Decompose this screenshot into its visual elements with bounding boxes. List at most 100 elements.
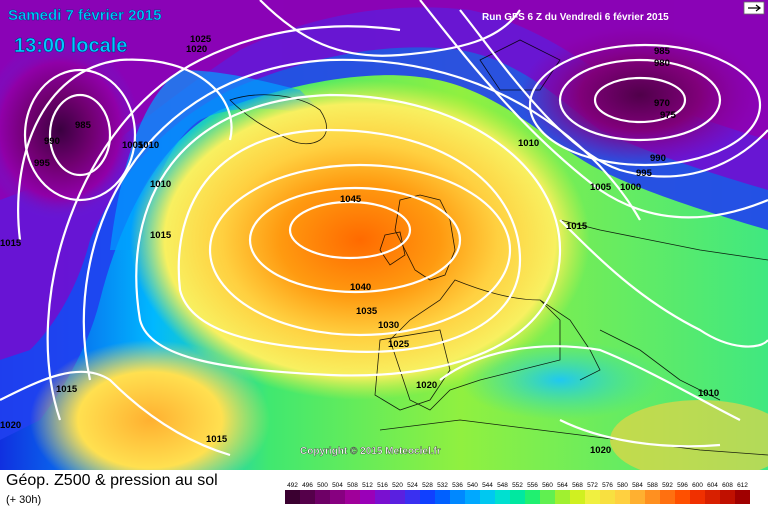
legend-swatch xyxy=(615,490,630,504)
legend-tick-label: 524 xyxy=(407,482,418,489)
legend-tick-label: 600 xyxy=(692,482,703,489)
map-title: Géop. Z500 & pression au sol xyxy=(6,472,218,489)
legend-tick-label: 528 xyxy=(422,482,433,489)
legend-swatch xyxy=(450,490,465,504)
isobar-label: 1015 xyxy=(56,384,78,395)
legend-tick-label: 540 xyxy=(467,482,478,489)
isobar-label: 1030 xyxy=(378,320,399,331)
legend-tick-label: 492 xyxy=(287,482,298,489)
legend-swatch xyxy=(285,490,300,504)
legend-tick-label: 504 xyxy=(332,482,343,489)
isobar-label: 1005 xyxy=(590,182,612,193)
legend-tick-label: 536 xyxy=(452,482,463,489)
isobar-label: 990 xyxy=(44,136,60,147)
isobar-label: 1015 xyxy=(0,238,22,249)
legend-swatch xyxy=(390,490,405,504)
legend-swatch xyxy=(495,490,510,504)
isobar-label: 980 xyxy=(654,58,670,69)
legend-tick-label: 588 xyxy=(647,482,658,489)
map-date: Samedi 7 février 2015 xyxy=(8,7,161,24)
isobar-label: 995 xyxy=(636,168,653,179)
map-time: 13:00 locale xyxy=(14,35,127,57)
isobar-label: 1015 xyxy=(206,434,228,445)
isobar-label: 1015 xyxy=(150,230,172,241)
legend-swatch xyxy=(465,490,480,504)
legend-tick-label: 516 xyxy=(377,482,388,489)
legend-tick-label: 584 xyxy=(632,482,643,489)
reload-icon[interactable] xyxy=(743,1,765,15)
legend-tick-label: 548 xyxy=(497,482,508,489)
legend-tick-label: 556 xyxy=(527,482,538,489)
isobar-label: 1040 xyxy=(350,282,371,293)
legend-tick-label: 604 xyxy=(707,482,718,489)
isobar-label: 985 xyxy=(654,46,671,57)
forecast-hour: (+ 30h) xyxy=(6,494,42,506)
legend-tick-label: 552 xyxy=(512,482,523,489)
legend-swatch xyxy=(360,490,375,504)
isobar-labels: 1025 1020 985 990 995 1005 1010 1015 104… xyxy=(0,34,719,456)
legend-swatch xyxy=(510,490,525,504)
legend-tick-label: 608 xyxy=(722,482,733,489)
legend-tick-label: 572 xyxy=(587,482,598,489)
isobar-label: 985 xyxy=(75,120,92,131)
legend-tick-label: 612 xyxy=(737,482,748,489)
legend-swatch xyxy=(420,490,435,504)
legend-swatch xyxy=(570,490,585,504)
isobar-label: 970 xyxy=(654,98,670,109)
legend-swatch xyxy=(300,490,315,504)
legend-tick-label: 496 xyxy=(302,482,313,489)
legend-swatch xyxy=(645,490,660,504)
legend-swatch xyxy=(315,490,330,504)
legend-tick-label: 592 xyxy=(662,482,673,489)
weather-map: 1025 1020 985 990 995 1005 1010 1015 104… xyxy=(0,0,768,470)
legend-swatch xyxy=(675,490,690,504)
color-scale-legend: 492 496 500 504 508 512 516 520 524 528 532 536 540 5… xyxy=(285,482,750,504)
coastlines xyxy=(229,39,768,456)
isobar-label: 1010 xyxy=(150,179,171,190)
legend-tick-label: 512 xyxy=(362,482,373,489)
isobar-label: 1025 xyxy=(388,339,410,350)
legend-tick-label: 596 xyxy=(677,482,688,489)
isobar-label: 1045 xyxy=(340,194,362,205)
legend-swatch xyxy=(705,490,720,504)
isobar-label: 1010 xyxy=(698,388,719,399)
legend-swatch xyxy=(555,490,570,504)
isobars xyxy=(0,0,768,455)
isobar-label: 1000 xyxy=(620,182,641,193)
isobar-label: 1015 xyxy=(566,221,588,232)
legend-tick-label: 520 xyxy=(392,482,403,489)
isobar-label: 995 xyxy=(34,158,51,169)
legend-swatch xyxy=(375,490,390,504)
legend-swatch xyxy=(585,490,600,504)
isobar-label: 1020 xyxy=(416,380,437,391)
isobar-label: 1020 xyxy=(0,420,21,431)
isobar-label: 1005 xyxy=(122,140,144,151)
isobar-label: 1025 xyxy=(190,34,212,45)
legend-swatch xyxy=(435,490,450,504)
legend-swatch xyxy=(720,490,735,504)
legend-tick-label: 500 xyxy=(317,482,328,489)
legend-tick-label: 508 xyxy=(347,482,358,489)
legend-tick-label: 544 xyxy=(482,482,493,489)
isobar-label: 1010 xyxy=(518,138,539,149)
legend-tick-label: 532 xyxy=(437,482,448,489)
isobar-label: 990 xyxy=(650,153,666,164)
legend-swatch xyxy=(405,490,420,504)
legend-tick-label: 568 xyxy=(572,482,583,489)
legend-swatch xyxy=(540,490,555,504)
copyright: Copyright © 2015 Meteociel.fr xyxy=(300,446,441,457)
isobar-label: 975 xyxy=(660,110,677,121)
isobar-label: 1010 xyxy=(138,140,159,151)
legend-swatch xyxy=(330,490,345,504)
isobar-label: 1020 xyxy=(186,44,207,55)
isobar-label: 1035 xyxy=(356,306,378,317)
run-info: Run GFS 6 Z du Vendredi 6 février 2015 xyxy=(482,12,669,23)
legend-swatch xyxy=(660,490,675,504)
legend-swatch xyxy=(525,490,540,504)
legend-swatch xyxy=(690,490,705,504)
legend-swatch xyxy=(480,490,495,504)
isobar-label: 1020 xyxy=(590,445,611,456)
legend-tick-label: 576 xyxy=(602,482,613,489)
legend-swatch xyxy=(600,490,615,504)
legend-swatch xyxy=(345,490,360,504)
